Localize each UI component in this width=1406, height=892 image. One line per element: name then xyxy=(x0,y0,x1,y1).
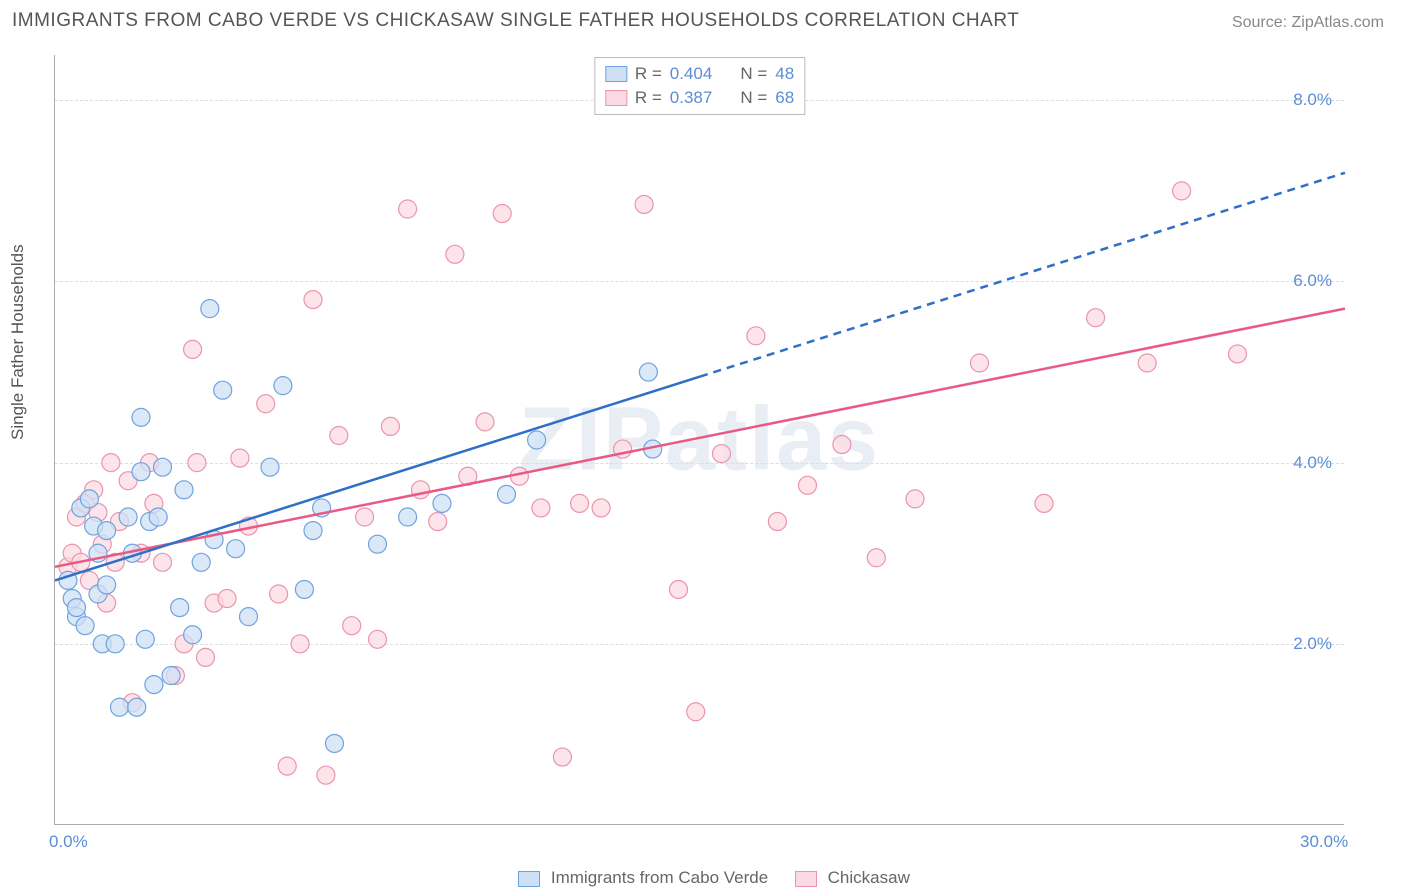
swatch-series-b xyxy=(605,90,627,106)
swatch-series-a xyxy=(605,66,627,82)
legend-row-b: R = 0.387 N = 68 xyxy=(605,86,794,110)
bottom-legend: Immigrants from Cabo Verde Chickasaw xyxy=(0,868,1406,888)
y-axis-label: Single Father Households xyxy=(8,244,28,440)
legend-row-a: R = 0.404 N = 48 xyxy=(605,62,794,86)
source-label: Source: ZipAtlas.com xyxy=(1232,14,1384,32)
legend-label-a: Immigrants from Cabo Verde xyxy=(551,868,768,887)
scatter-svg xyxy=(55,55,1344,824)
swatch-series-b-bottom xyxy=(795,871,817,887)
swatch-series-a-bottom xyxy=(518,871,540,887)
chart-container: IMMIGRANTS FROM CABO VERDE VS CHICKASAW … xyxy=(0,0,1406,892)
plot-area: ZIPatlas R = 0.404 N = 48 R = 0.387 N = … xyxy=(54,55,1344,825)
correlation-legend: R = 0.404 N = 48 R = 0.387 N = 68 xyxy=(594,57,805,115)
chart-title: IMMIGRANTS FROM CABO VERDE VS CHICKASAW … xyxy=(12,10,1019,32)
legend-label-b: Chickasaw xyxy=(828,868,910,887)
